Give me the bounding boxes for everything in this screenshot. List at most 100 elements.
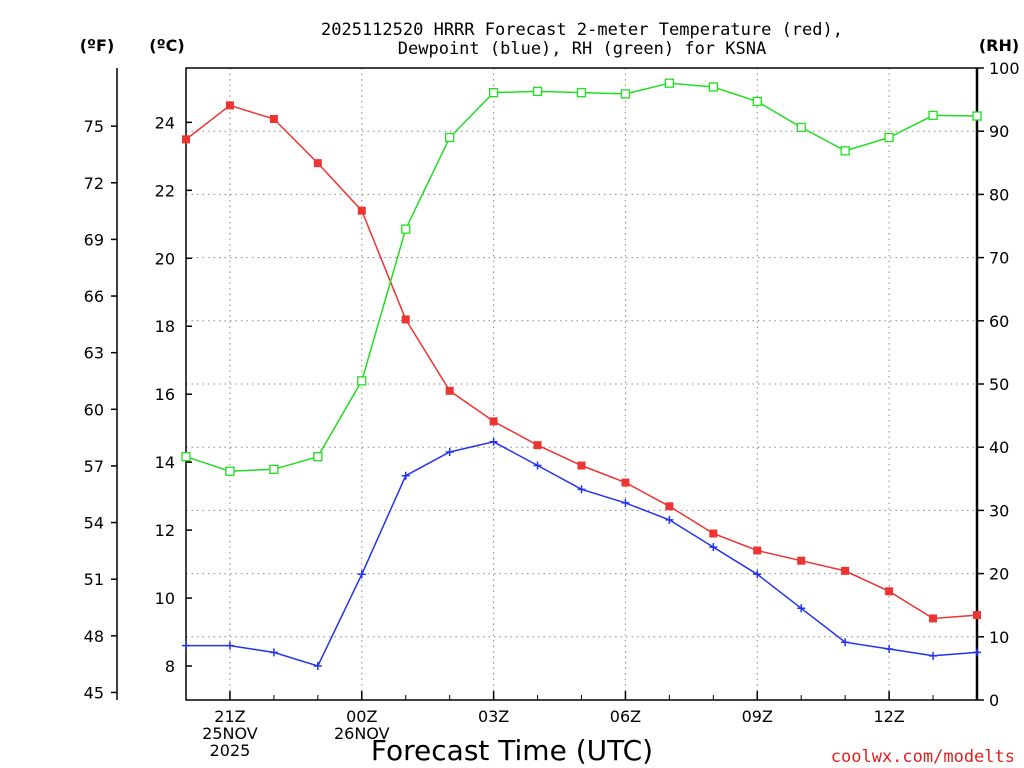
credit-text: coolwx.com/modelts: [831, 747, 1015, 767]
rh-point: [357, 376, 367, 386]
dewpoint-point: [269, 648, 278, 657]
dewpoint-point: [841, 638, 850, 647]
rh-point: [928, 110, 938, 121]
temperature-point: [709, 529, 718, 538]
time-tick-label: 06Z: [610, 707, 641, 726]
temperature-point: [401, 315, 410, 324]
temperature-point: [885, 587, 894, 596]
rh-point: [664, 78, 675, 88]
fahrenheit-tick-label: 54: [84, 514, 104, 533]
dewpoint-point: [401, 471, 410, 480]
temperature-point: [269, 114, 278, 123]
temperature-point: [753, 546, 762, 555]
rh-point: [445, 132, 455, 143]
temperature-point: [182, 135, 190, 144]
rh-tick-label: 10: [989, 628, 1009, 647]
time-tick-label: 2025: [210, 741, 251, 760]
fahrenheit-tick-label: 57: [84, 457, 104, 476]
celsius-tick-label: 16: [155, 385, 175, 404]
celsius-tick-label: 8: [165, 657, 175, 676]
temperature-point: [665, 502, 674, 511]
rh-tick-label: 40: [989, 438, 1009, 457]
fahrenheit-tick-label: 63: [84, 344, 104, 363]
rh-tick-label: 30: [989, 501, 1009, 520]
rh-point: [708, 82, 718, 92]
fahrenheit-tick-label: 60: [84, 400, 104, 419]
time-tick-label: 25NOV: [202, 724, 258, 743]
rh-tick-label: 80: [989, 185, 1009, 204]
dewpoint-point: [357, 570, 366, 579]
rh-point: [972, 111, 982, 121]
rh-tick-label: 50: [989, 375, 1009, 394]
celsius-tick-label: 18: [155, 317, 175, 336]
time-tick-label: 12Z: [873, 707, 904, 726]
rh-point: [884, 132, 894, 143]
temperature-point: [225, 101, 234, 110]
temperature-point: [313, 159, 322, 168]
celsius-tick-label: 14: [155, 453, 175, 472]
fahrenheit-tick-label: 66: [84, 287, 104, 306]
rh-point: [752, 96, 762, 107]
axes: 45 48 51 54 57 60 63 66 69 72 75 8 10 12 14 16 18 20 22 24 0…: [84, 59, 1020, 760]
celsius-tick-label: 20: [155, 249, 175, 268]
temperature-point: [621, 478, 630, 487]
dewpoint-point: [533, 461, 542, 470]
chart-title-line2: Dewpoint (blue), RH (green) for KSNA: [398, 39, 766, 59]
dewpoint-point: [225, 641, 234, 650]
time-tick-label: 09Z: [742, 707, 773, 726]
dewpoint-point: [489, 437, 498, 446]
temperature-point: [973, 611, 981, 620]
rh-point: [313, 452, 323, 462]
rh-point: [401, 224, 411, 234]
dewpoint-point: [797, 604, 806, 613]
celsius-tick-label: 12: [155, 521, 175, 540]
dewpoint-point: [445, 447, 454, 456]
celsius-tick-label: 22: [155, 181, 175, 200]
temperature-point: [797, 556, 806, 565]
rh-point: [620, 89, 631, 99]
time-tick-label: 00Z: [346, 707, 377, 726]
rh-point: [225, 466, 235, 476]
rh-tick-label: 20: [989, 565, 1009, 584]
dewpoint-point: [313, 662, 322, 671]
fahrenheit-tick-label: 51: [84, 570, 104, 589]
dewpoint-point: [929, 651, 938, 660]
temperature-point: [445, 386, 454, 395]
dewpoint-point: [709, 543, 718, 552]
temperature-line: [185, 104, 978, 620]
rh-tick-label: 90: [989, 122, 1009, 141]
celsius-tick-label: 10: [155, 589, 175, 608]
rh-point: [840, 146, 850, 156]
temperature-point: [577, 461, 586, 470]
dewpoint-line: [186, 441, 978, 667]
dewpoint-point: [665, 515, 674, 524]
rh-line: [185, 82, 978, 472]
gridlines: [186, 68, 977, 700]
series-layer: [181, 78, 982, 671]
time-tick-label: 21Z: [214, 707, 245, 726]
fahrenheit-tick-label: 72: [84, 174, 104, 193]
time-tick-label: 03Z: [478, 707, 509, 726]
rh-tick-label: 70: [989, 249, 1009, 268]
rh-tick-label: 100: [989, 59, 1020, 78]
rh-tick-label: 60: [989, 312, 1009, 331]
rh-point: [532, 86, 543, 97]
rh-axis-label: (RH): [979, 36, 1019, 55]
rh-point: [576, 87, 587, 98]
temperature-point: [929, 614, 938, 623]
celsius-tick-label: 24: [155, 113, 175, 132]
dewpoint-point: [753, 570, 762, 579]
rh-point: [181, 452, 191, 462]
temperature-point: [841, 566, 850, 575]
fahrenheit-tick-label: 45: [84, 683, 104, 702]
dewpoint-point: [973, 648, 981, 657]
rh-point: [269, 464, 279, 474]
dewpoint-point: [182, 641, 190, 650]
rh-point: [796, 122, 806, 133]
fahrenheit-tick-label: 48: [84, 627, 104, 646]
chart-title-line1: 2025112520 HRRR Forecast 2-meter Tempera…: [321, 20, 843, 40]
dewpoint-point: [577, 485, 586, 494]
temperature-point: [533, 441, 542, 450]
temperature-point: [357, 206, 366, 215]
